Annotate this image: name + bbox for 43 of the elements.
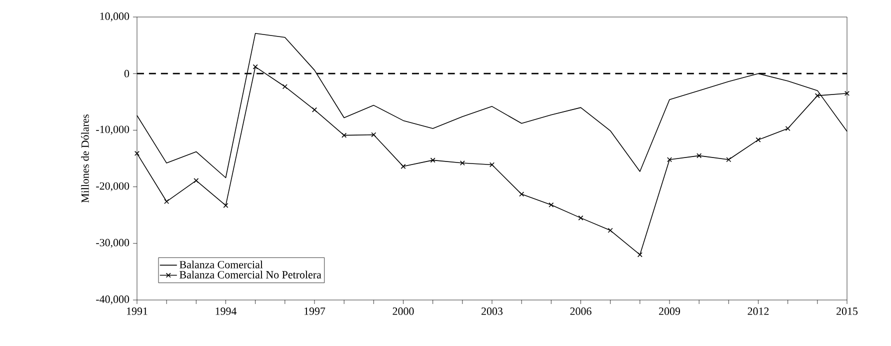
x-tick-label: 1991 [127,308,148,315]
y-tick-label: 0 [124,70,130,78]
y-tick-label: -20,000 [96,182,130,192]
x-tick-label: 2015 [836,308,858,315]
point [548,202,554,208]
point [696,153,702,158]
point [726,157,732,162]
x-tick-label: 1994 [216,308,237,315]
point [460,160,465,166]
point [578,215,584,220]
point [844,90,850,96]
legend-label: Balanza Comercial No Petrolera [180,270,322,278]
point [637,252,642,258]
point [134,150,140,156]
x-tick-label: 2012 [748,308,769,315]
legend-label: Balanza Comercial [180,260,263,268]
y-tick-label: 10,000 [100,12,130,22]
point [342,132,347,138]
point [430,158,436,163]
point [814,93,820,98]
x-tick-label: 1997 [304,308,326,315]
x-tick-label: 2006 [570,308,592,315]
point [756,137,761,142]
point [519,192,524,197]
point [666,157,672,162]
y-tick-label: -10,000 [96,126,130,135]
x-tick-label: 2009 [659,308,680,315]
point [252,64,258,70]
point [785,126,790,132]
point [371,132,376,138]
point [608,228,613,233]
y-axis-title: Millones de Dólares [81,114,89,203]
y-tick-label: -30,000 [96,238,130,248]
point [312,107,318,112]
point [400,164,406,169]
point [194,178,199,184]
y-tick-label: -40,000 [96,296,130,304]
x-tick-label: 2003 [482,308,503,315]
point [164,199,170,204]
x-tick-label: 2000 [392,308,414,315]
point [282,84,288,90]
point [489,162,495,168]
point [223,202,228,208]
